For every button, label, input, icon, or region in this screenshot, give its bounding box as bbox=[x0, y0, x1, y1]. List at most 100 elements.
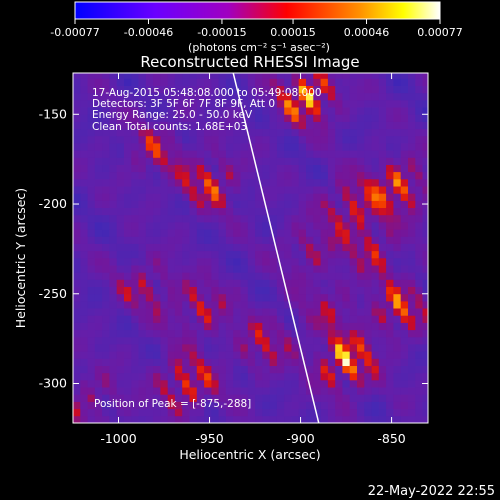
heatmap-cell bbox=[124, 358, 132, 366]
heatmap-cell bbox=[189, 200, 198, 208]
heatmap-cell bbox=[349, 351, 358, 359]
heatmap-cell bbox=[80, 143, 88, 151]
heatmap-cell bbox=[284, 358, 292, 366]
heatmap-cell bbox=[386, 193, 394, 201]
heatmap-cell bbox=[393, 286, 402, 295]
heatmap-cell bbox=[284, 257, 292, 266]
heatmap-cell bbox=[218, 236, 227, 244]
heatmap-cell bbox=[276, 85, 285, 94]
heatmap-cell bbox=[131, 387, 139, 395]
heatmap-cell bbox=[342, 315, 351, 323]
heatmap-cell bbox=[357, 336, 365, 345]
heatmap-cell bbox=[87, 135, 96, 144]
heatmap-cell bbox=[145, 372, 154, 381]
heatmap-cell bbox=[349, 293, 358, 302]
heatmap-cell bbox=[378, 279, 387, 287]
heatmap-cell bbox=[160, 121, 169, 130]
heatmap-cell bbox=[269, 308, 278, 316]
heatmap-cell bbox=[327, 200, 336, 208]
heatmap-cell bbox=[80, 171, 88, 180]
heatmap-cell bbox=[364, 200, 372, 208]
heatmap-cell bbox=[327, 372, 336, 381]
heatmap-cell bbox=[276, 73, 285, 79]
heatmap-cell bbox=[327, 135, 336, 144]
heatmap-cell bbox=[167, 358, 176, 366]
heatmap-cell bbox=[109, 73, 118, 79]
heatmap-cell bbox=[364, 78, 372, 86]
heatmap-cell bbox=[306, 178, 314, 187]
heatmap-cell bbox=[124, 415, 132, 423]
heatmap-cell bbox=[204, 329, 212, 338]
heatmap-cell bbox=[145, 193, 154, 201]
heatmap-cell bbox=[320, 257, 329, 266]
heatmap-cell bbox=[320, 157, 329, 165]
heatmap-cell bbox=[73, 222, 81, 230]
heatmap-cell bbox=[284, 336, 292, 345]
y-tick-label: -300 bbox=[39, 376, 67, 391]
heatmap-cell bbox=[335, 372, 343, 381]
heatmap-cell bbox=[240, 229, 249, 237]
heatmap-cell bbox=[415, 286, 423, 295]
heatmap-cell bbox=[145, 92, 154, 101]
heatmap-cell bbox=[145, 114, 154, 122]
heatmap-cell bbox=[415, 143, 423, 151]
heatmap-cell bbox=[306, 387, 314, 395]
heatmap-cell bbox=[291, 193, 300, 201]
heatmap-cell bbox=[408, 236, 416, 244]
heatmap-cell bbox=[269, 315, 278, 323]
heatmap-cell bbox=[204, 401, 212, 410]
heatmap-cell bbox=[400, 408, 409, 417]
heatmap-cell bbox=[174, 300, 183, 309]
heatmap-cell bbox=[124, 372, 132, 381]
heatmap-cell bbox=[342, 193, 351, 201]
heatmap-cell bbox=[393, 186, 402, 194]
heatmap-cell bbox=[408, 315, 416, 323]
heatmap-cell bbox=[87, 300, 96, 309]
heatmap-cell bbox=[145, 236, 154, 244]
heatmap-cell bbox=[225, 365, 234, 374]
heatmap-cell bbox=[262, 214, 270, 223]
heatmap-cell bbox=[378, 265, 387, 273]
heatmap-cell bbox=[400, 365, 409, 374]
heatmap-cell bbox=[262, 308, 270, 316]
heatmap-cell bbox=[94, 107, 103, 115]
heatmap-cell bbox=[182, 214, 190, 223]
heatmap-cell bbox=[138, 128, 147, 137]
heatmap-cell bbox=[167, 250, 176, 259]
heatmap-cell bbox=[320, 85, 329, 94]
heatmap-cell bbox=[218, 300, 227, 309]
heatmap-cell bbox=[378, 157, 387, 165]
heatmap-cell bbox=[262, 358, 270, 366]
heatmap-cell bbox=[349, 358, 358, 366]
heatmap-cell bbox=[357, 214, 365, 223]
heatmap-cell bbox=[386, 379, 394, 388]
heatmap-cell bbox=[313, 300, 321, 309]
heatmap-cell bbox=[320, 121, 329, 130]
heatmap-cell bbox=[327, 315, 336, 323]
heatmap-cell bbox=[225, 78, 234, 86]
heatmap-cell bbox=[349, 222, 358, 230]
heatmap-cell bbox=[73, 394, 81, 402]
heatmap-cell bbox=[284, 250, 292, 259]
heatmap-cell bbox=[342, 387, 351, 395]
heatmap-cell bbox=[262, 222, 270, 230]
heatmap-cell bbox=[371, 92, 380, 101]
heatmap-cell bbox=[131, 99, 139, 108]
heatmap-cell bbox=[138, 150, 147, 158]
heatmap-cell bbox=[240, 401, 249, 410]
heatmap-cell bbox=[422, 257, 428, 266]
heatmap-cell bbox=[87, 387, 96, 395]
heatmap-cell bbox=[160, 150, 169, 158]
heatmap-cell bbox=[182, 265, 190, 273]
heatmap-cell bbox=[422, 135, 428, 144]
heatmap-cell bbox=[306, 171, 314, 180]
heatmap-cell bbox=[153, 222, 161, 230]
heatmap-cell bbox=[415, 171, 423, 180]
heatmap-cell bbox=[131, 178, 139, 187]
heatmap-cell bbox=[357, 401, 365, 410]
heatmap-cell bbox=[167, 372, 176, 381]
heatmap-cell bbox=[240, 286, 249, 295]
heatmap-cell bbox=[153, 250, 161, 259]
heatmap-cell bbox=[247, 164, 256, 173]
